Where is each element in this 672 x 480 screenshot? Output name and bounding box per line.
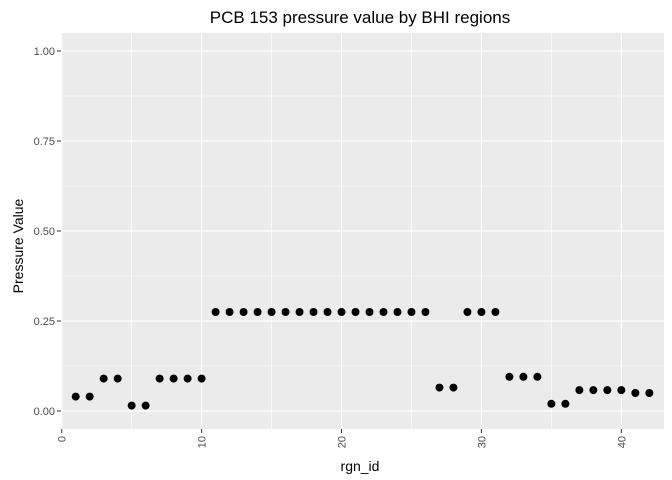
data-points xyxy=(71,308,654,410)
y-tick-label: 0.50 xyxy=(34,226,55,238)
data-point xyxy=(239,308,248,316)
data-point xyxy=(253,308,262,316)
data-point xyxy=(533,372,542,381)
data-point xyxy=(183,374,192,383)
y-tick-label: 0.75 xyxy=(34,136,55,148)
chart-title: PCB 153 pressure value by BHI regions xyxy=(210,8,511,27)
x-tick-label: 0 xyxy=(57,436,69,442)
data-point xyxy=(295,308,304,316)
data-point xyxy=(589,386,598,395)
data-point xyxy=(519,372,528,381)
data-point xyxy=(505,372,514,381)
data-point xyxy=(113,374,122,383)
data-point xyxy=(449,383,458,392)
data-point xyxy=(309,308,318,316)
data-point xyxy=(421,308,430,316)
x-tick-label: 20 xyxy=(337,436,349,448)
data-point xyxy=(211,308,220,316)
data-point xyxy=(463,308,472,316)
data-point xyxy=(323,308,332,316)
data-point xyxy=(379,308,388,316)
x-axis: 0 10 20 30 40 xyxy=(57,429,628,448)
data-point xyxy=(169,374,178,383)
data-point xyxy=(491,308,500,316)
data-point xyxy=(141,401,150,410)
data-point xyxy=(99,374,108,383)
data-point xyxy=(631,389,640,397)
data-point xyxy=(225,308,234,316)
data-point xyxy=(337,308,346,316)
major-gridlines xyxy=(61,33,664,429)
data-point xyxy=(477,308,486,316)
y-axis-title: Pressure Value xyxy=(10,198,26,293)
data-point xyxy=(127,401,136,410)
data-point xyxy=(393,308,402,316)
y-tick-label: 0.25 xyxy=(34,316,55,328)
data-point xyxy=(435,383,444,392)
x-tick-label: 10 xyxy=(197,436,209,448)
data-point xyxy=(267,308,276,316)
data-point xyxy=(197,374,206,383)
data-point xyxy=(85,392,94,401)
data-point xyxy=(603,386,612,395)
data-point xyxy=(407,308,416,316)
data-point xyxy=(547,399,556,408)
x-tick-label: 30 xyxy=(476,436,488,448)
data-point xyxy=(645,389,654,397)
data-point xyxy=(365,308,374,316)
data-point xyxy=(351,308,360,316)
y-axis: 0.00 0.25 0.50 0.75 1.00 xyxy=(34,46,61,418)
data-point xyxy=(561,399,570,408)
data-point xyxy=(617,386,626,395)
y-tick-label: 0.00 xyxy=(34,406,55,418)
x-tick-label: 40 xyxy=(616,436,628,448)
data-point xyxy=(575,386,584,395)
y-tick-label: 1.00 xyxy=(34,46,55,58)
data-point xyxy=(281,308,290,316)
data-point xyxy=(155,374,164,383)
data-point xyxy=(71,392,80,401)
x-axis-title: rgn_id xyxy=(341,458,380,474)
